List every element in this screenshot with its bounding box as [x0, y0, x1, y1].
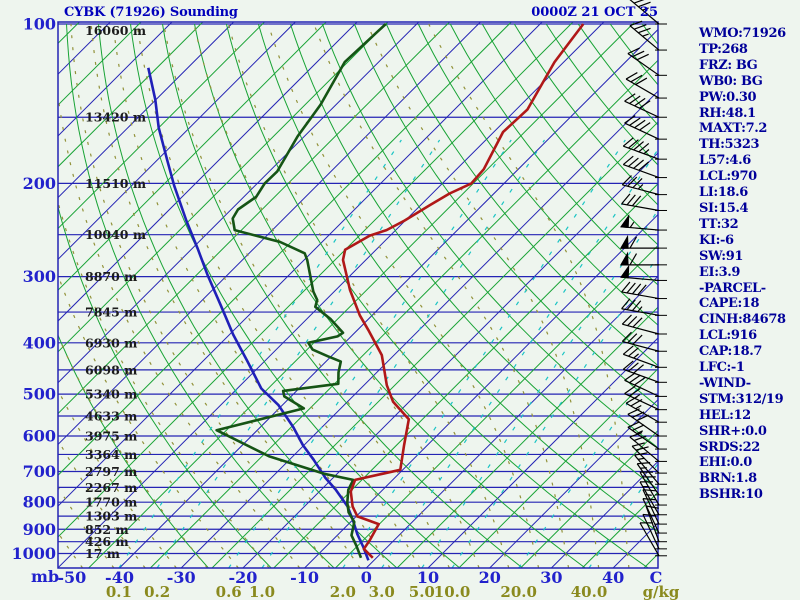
svg-text:1.0: 1.0: [249, 583, 275, 600]
info-line: STM:312/19: [699, 391, 784, 407]
station-info-panel: WMO:71926 TP:268 FRZ: BG WB0: BG PW:0.30 RH:4…: [699, 26, 799, 503]
svg-text:852 m: 852 m: [85, 522, 129, 537]
svg-text:13420 m: 13420 m: [85, 110, 146, 125]
mixing-ratio-labels: 0.1 0.2 0.6 1.0 2.0 3.0 5.010.0 20.0 40.0: [106, 583, 607, 600]
svg-text:40: 40: [602, 568, 624, 587]
svg-text:2797 m: 2797 m: [85, 464, 137, 479]
info-line: LCL:970: [699, 169, 757, 185]
plot-border: [57, 21, 659, 569]
info-line: SRDS:22: [699, 439, 760, 455]
temperature-curve: [341, 23, 585, 559]
info-line: -PARCEL-: [699, 280, 766, 296]
info-line: FRZ: BG: [699, 57, 758, 73]
info-line: RH:48.1: [699, 105, 756, 121]
info-line: L57:4.6: [699, 153, 751, 169]
pressure-axis-unit: mb: [31, 567, 59, 586]
svg-text:-40: -40: [105, 568, 134, 587]
svg-text:400: 400: [23, 333, 56, 352]
pressure-axis-labels: 100 200 300 400 500 600 700 800 900 1000: [11, 15, 56, 564]
svg-text:-30: -30: [167, 568, 196, 587]
svg-text:10: 10: [417, 568, 439, 587]
svg-text:500: 500: [23, 385, 56, 404]
info-line: LI:18.6: [699, 185, 748, 201]
svg-text:0: 0: [361, 568, 372, 587]
svg-text:426 m: 426 m: [85, 534, 129, 549]
svg-text:3975 m: 3975 m: [85, 429, 137, 444]
mixing-ratio-unit: g/kg: [643, 583, 680, 600]
svg-text:-10: -10: [290, 568, 319, 587]
info-line: -WIND-: [699, 375, 751, 391]
info-line: CAPE:18: [699, 296, 760, 312]
info-line: WMO:71926: [699, 26, 786, 41]
svg-text:8870 m: 8870 m: [85, 269, 137, 284]
svg-text:40.0: 40.0: [571, 583, 608, 600]
svg-text:1770 m: 1770 m: [85, 495, 137, 510]
svg-text:4633 m: 4633 m: [85, 409, 137, 424]
svg-text:3.0: 3.0: [369, 583, 395, 600]
info-line: LFC:-1: [699, 360, 745, 376]
info-line: TP:268: [699, 41, 748, 57]
svg-text:5340 m: 5340 m: [85, 387, 137, 402]
svg-text:11510 m: 11510 m: [85, 176, 146, 191]
svg-text:-20: -20: [228, 568, 257, 587]
height-labels: 16060 m 13420 m 11510 m 10040 m 8870 m 7845 m…: [85, 23, 146, 561]
svg-text:7845 m: 7845 m: [85, 305, 137, 320]
svg-text:-50: -50: [57, 568, 86, 587]
svg-text:3364 m: 3364 m: [85, 447, 137, 462]
svg-text:6098 m: 6098 m: [85, 362, 137, 377]
svg-text:20: 20: [479, 568, 501, 587]
info-line: MAXT:7.2: [699, 121, 767, 137]
info-line: TT:32: [699, 216, 739, 232]
info-line: WB0: BG: [699, 73, 763, 89]
svg-text:100: 100: [23, 15, 56, 34]
svg-text:0.6: 0.6: [216, 583, 242, 600]
temp-axis-labels: -50 -40 -30 -20 -10 0 10 20 30 40: [57, 568, 624, 587]
info-line: BSHR:10: [699, 487, 763, 503]
info-line: LCL:916: [699, 328, 757, 344]
info-line: CINH:84678: [699, 312, 786, 328]
info-line: TH:5323: [699, 137, 760, 153]
svg-text:800: 800: [23, 493, 56, 512]
pressure-gridlines: [58, 23, 658, 555]
svg-text:16060 m: 16060 m: [85, 23, 146, 38]
svg-text:0.1: 0.1: [106, 583, 132, 600]
info-line: BRN:1.8: [699, 471, 757, 487]
info-line: PW:0.30: [699, 89, 757, 105]
svg-text:900: 900: [23, 520, 56, 539]
isotherms-minor: [58, 22, 658, 568]
wind-barbs: [619, 0, 667, 557]
svg-text:300: 300: [23, 267, 56, 286]
info-line: KI:-6: [699, 232, 734, 248]
mixing-ratio-lines: [118, 139, 658, 568]
svg-text:2.0: 2.0: [330, 583, 356, 600]
info-line: EI:3.9: [699, 264, 741, 280]
temp-axis-unit: C: [650, 568, 663, 587]
svg-text:2267 m: 2267 m: [85, 480, 137, 495]
info-line: CAP:18.7: [699, 344, 763, 360]
svg-text:0.2: 0.2: [144, 583, 170, 600]
info-line: HEL:12: [699, 407, 751, 423]
svg-text:17 m: 17 m: [85, 546, 120, 561]
svg-text:10.0: 10.0: [434, 583, 471, 600]
svg-text:20.0: 20.0: [500, 583, 537, 600]
info-line: SHR+:0.0: [699, 423, 767, 439]
page-title: CYBK (71926) Sounding: [64, 5, 238, 20]
svg-text:200: 200: [23, 174, 56, 193]
svg-text:6930 m: 6930 m: [85, 335, 137, 350]
info-line: SW:91: [699, 248, 743, 264]
svg-text:30: 30: [540, 568, 562, 587]
dewpoint-curve: [215, 23, 387, 559]
info-line: SI:15.4: [699, 200, 749, 216]
svg-text:600: 600: [23, 427, 56, 446]
datetime-label: 0000Z 21 OCT 25: [531, 5, 658, 20]
svg-text:1000: 1000: [11, 544, 56, 563]
svg-text:5.0: 5.0: [409, 583, 435, 600]
svg-text:700: 700: [23, 462, 56, 481]
svg-text:10040 m: 10040 m: [85, 227, 146, 242]
moist-adiabats: [58, 23, 630, 568]
svg-text:1303 m: 1303 m: [85, 509, 137, 524]
info-line: EHI:0.0: [699, 455, 752, 471]
